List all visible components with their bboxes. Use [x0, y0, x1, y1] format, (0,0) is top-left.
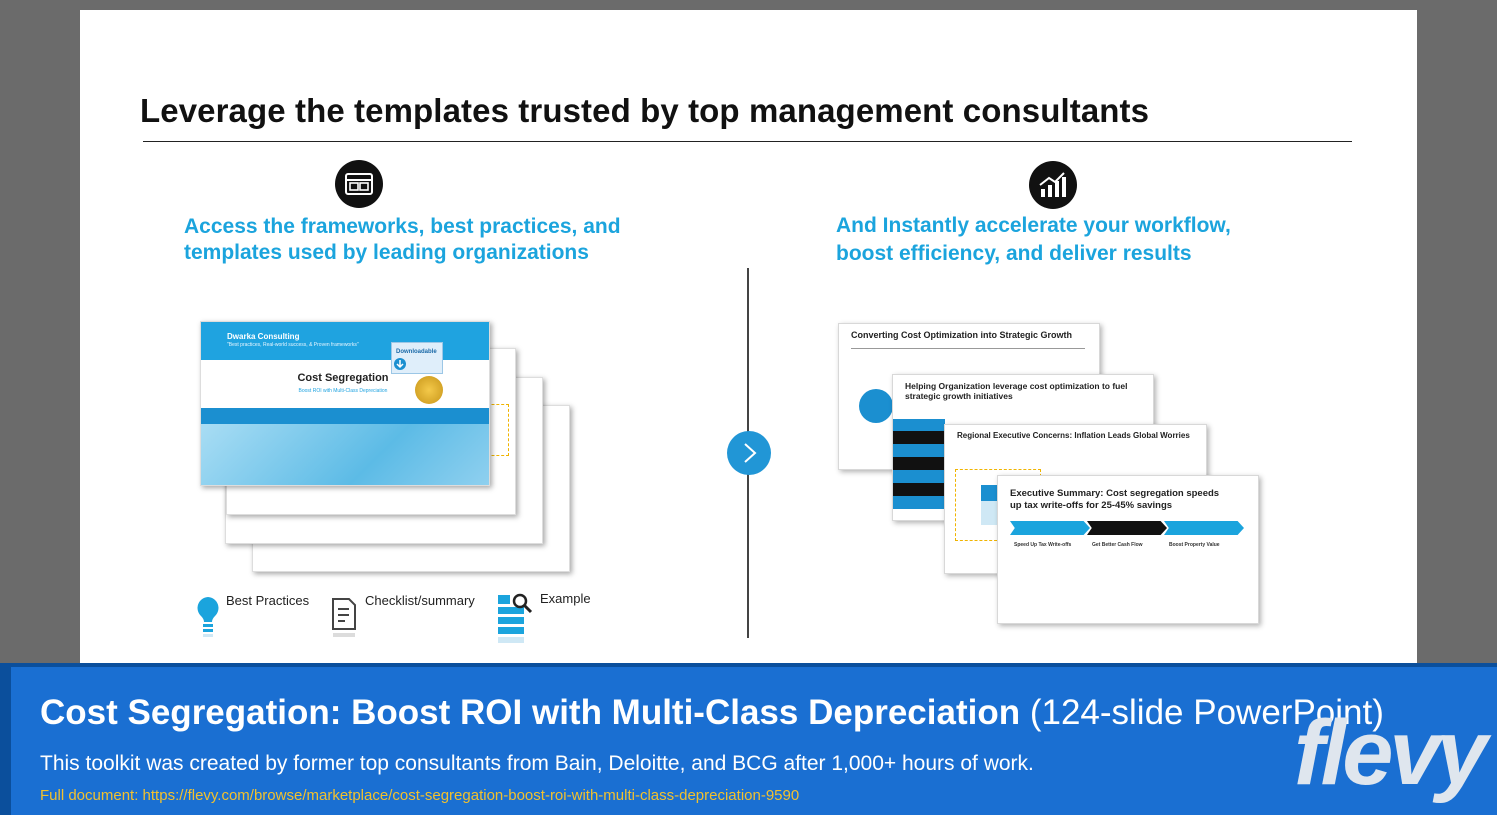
left-heading-line1: Access the frameworks, best practices, a…	[184, 215, 621, 238]
growth-chart-icon	[1029, 161, 1077, 209]
right-column-heading: And Instantly accelerate your workflow, …	[836, 212, 1231, 268]
preview-1-title: Converting Cost Optimization into Strate…	[851, 330, 1073, 340]
chevron-right-icon	[744, 443, 757, 463]
cover-photo	[201, 424, 489, 485]
legend-label-best-practices: Best Practices	[226, 593, 310, 608]
next-arrow-button[interactable]	[727, 431, 771, 475]
lightbulb-icon	[197, 597, 219, 637]
preview-4-title-line1: Executive Summary: Cost segregation spee…	[1010, 488, 1220, 499]
summary-col-3-heading: Boost Property Value	[1169, 542, 1220, 548]
flevy-logo[interactable]: flevy	[1294, 702, 1488, 804]
chevron-step-1	[1010, 521, 1090, 535]
left-column-heading: Access the frameworks, best practices, a…	[184, 214, 621, 266]
checklist-icon	[332, 598, 356, 637]
browser-window-icon	[335, 160, 383, 208]
downloadable-label: Downloadable	[396, 349, 437, 355]
full-document-link[interactable]: Full document: https://flevy.com/browse/…	[40, 787, 800, 804]
preview-slide-4: Executive Summary: Cost segregation spee…	[997, 475, 1259, 624]
legend-checklist: Checklist/summary	[329, 593, 475, 643]
summary-col-1-heading: Speed Up Tax Write-offs	[1014, 542, 1072, 548]
banner-panel: Cost Segregation: Boost ROI with Multi-C…	[11, 667, 1497, 815]
preview-2-title: Helping Organization leverage cost optim…	[905, 381, 1127, 401]
document-banner: Cost Segregation: Boost ROI with Multi-C…	[0, 663, 1497, 815]
document-title: Cost Segregation: Boost ROI with Multi-C…	[40, 693, 1384, 733]
cover-title: Cost Segregation	[297, 372, 389, 384]
cover-band	[201, 408, 489, 424]
cover-brand: Dwarka Consulting	[227, 332, 300, 341]
download-icon	[394, 358, 406, 370]
cover-header	[201, 322, 489, 360]
slide-title: Leverage the templates trusted by top ma…	[140, 92, 1150, 129]
document-cover-preview: Dwarka Consulting "Best practices, Real-…	[200, 321, 490, 486]
cover-tagline: "Best practices, Real-world success, & P…	[227, 342, 359, 348]
right-heading-line1: And Instantly accelerate your workflow,	[836, 214, 1231, 237]
preview-2-title-line1: Helping Organization leverage cost optim…	[905, 381, 1128, 391]
slide-preview: Leverage the templates trusted by top ma…	[80, 10, 1417, 665]
legend-label-checklist: Checklist/summary	[365, 593, 475, 608]
document-title-main: Cost Segregation: Boost ROI with Multi-C…	[40, 693, 1021, 732]
legend-best-practices: Best Practices	[194, 593, 310, 643]
preview-3-title: Regional Executive Concerns: Inflation L…	[957, 431, 1190, 440]
preview-4-title-line2: up tax write-offs for 25-45% savings	[1010, 500, 1173, 511]
chevron-step-2	[1087, 521, 1167, 535]
document-description: This toolkit was created by former top c…	[40, 752, 1034, 775]
right-heading-line2: boost efficiency, and deliver results	[836, 242, 1192, 265]
document-title-suffix: (124-slide PowerPoint)	[1029, 693, 1384, 732]
legend-label-example: Example	[540, 591, 591, 606]
cover-subtitle: Boost ROI with Multi-Class Depreciation	[298, 388, 388, 394]
legend-example: Example	[496, 591, 591, 645]
chevron-step-3	[1164, 521, 1244, 535]
preview-4-title: Executive Summary: Cost segregation spee…	[1010, 488, 1219, 512]
title-divider	[143, 141, 1352, 142]
left-heading-line2: templates used by leading organizations	[184, 241, 589, 264]
downloadable-badge: Downloadable	[391, 342, 443, 374]
example-search-icon	[498, 593, 533, 643]
seal-badge	[415, 376, 443, 404]
preview-2-title-line2: strategic growth initiatives	[905, 391, 1013, 401]
summary-col-2-heading: Get Better Cash Flow	[1092, 542, 1143, 548]
